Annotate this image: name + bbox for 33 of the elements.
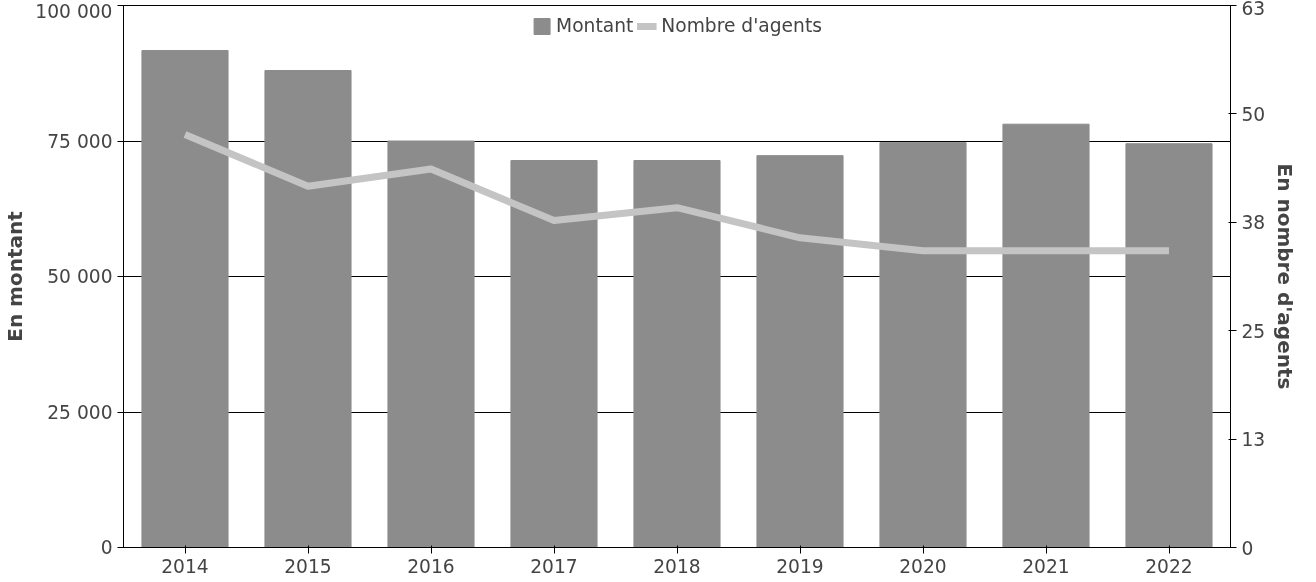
- y-tick-label: 50 000: [47, 266, 113, 287]
- x-tick-label: 2019: [776, 555, 824, 577]
- bar: [1125, 143, 1213, 548]
- y2-tick-label: 13: [1241, 429, 1266, 451]
- y2-tick-label: 0: [1241, 537, 1254, 559]
- bar: [633, 160, 721, 548]
- legend-label: Nombre d'agents: [661, 15, 822, 36]
- x-tick-label: 2017: [530, 555, 578, 577]
- x-tick-label: 2016: [407, 555, 455, 577]
- x-tick-label: 2014: [161, 555, 209, 577]
- legend-label: Montant: [556, 15, 634, 36]
- y2-tick-label: 38: [1241, 212, 1266, 234]
- y2-tick-label: 50: [1241, 103, 1266, 125]
- bar: [879, 142, 967, 548]
- x-tick-label: 2020: [899, 555, 947, 577]
- y-tick-label: 75 000: [47, 130, 113, 152]
- y-tick-label: 100 000: [35, 0, 113, 22]
- x-tick-label: 2022: [1145, 555, 1193, 577]
- y-axis-title: En montant: [3, 210, 28, 342]
- y-tick-label: 25 000: [47, 401, 113, 423]
- bar: [141, 49, 229, 548]
- bar: [756, 155, 844, 548]
- bar: [264, 70, 352, 548]
- x-tick-label: 2015: [284, 555, 332, 577]
- y2-axis-title: En nombre d'agents: [1273, 163, 1298, 390]
- x-tick-label: 2021: [1022, 555, 1070, 577]
- bar: [510, 160, 598, 548]
- x-tick-label: 2018: [653, 555, 701, 577]
- y-tick-label: 0: [100, 537, 113, 558]
- bar: [1002, 123, 1090, 548]
- y2-tick-label: 63: [1241, 0, 1266, 19]
- bar: [387, 140, 475, 548]
- y2-tick-label: 25: [1241, 320, 1266, 342]
